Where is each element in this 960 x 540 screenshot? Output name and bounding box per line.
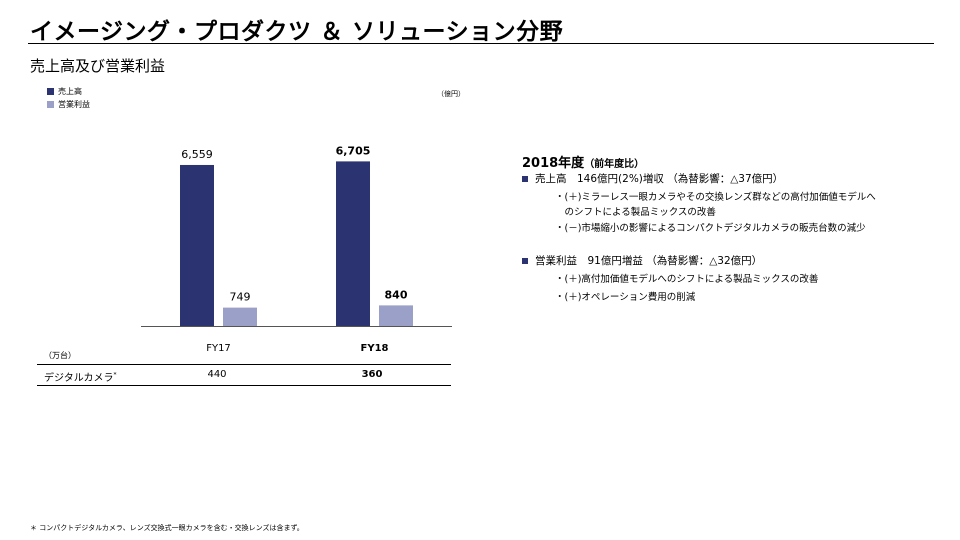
data-label-operating-profit-fy18: 840 bbox=[385, 288, 408, 301]
bar-sales-fy17 bbox=[180, 164, 214, 326]
chart-subtitle: 売上高及び営業利益 bbox=[30, 57, 166, 75]
legend-item-operating-profit: 営業利益 bbox=[47, 99, 90, 110]
legend-swatch-operating-profit bbox=[47, 101, 54, 108]
chart-unit-label: （億円） bbox=[437, 90, 465, 98]
page-title: イメージング・プロダクツ ＆ ソリューション分野 bbox=[30, 19, 564, 45]
table-unit-label: （万台） bbox=[44, 351, 76, 360]
summary-bullet-sales: 売上高 146億円(2%)増収 （為替影響：△37億円） bbox=[522, 171, 783, 186]
table-bottom-rule bbox=[37, 385, 451, 386]
data-label-sales-fy17: 6,559 bbox=[181, 148, 213, 161]
bullet-square-icon bbox=[522, 175, 528, 182]
bar-sales-fy18 bbox=[336, 161, 370, 326]
table-row-label: デジタルカメラ* bbox=[44, 369, 117, 384]
title-divider bbox=[28, 43, 934, 44]
table-row-label-text: デジタルカメラ bbox=[44, 373, 114, 384]
summary-profit-line-1: ・(＋)高付加価値モデルへのシフトによる製品ミックスの改善 bbox=[555, 274, 819, 285]
category-label-fy18: FY18 bbox=[361, 343, 389, 354]
data-label-operating-profit-fy17: 749 bbox=[230, 291, 251, 304]
summary-sales-line-1: ・(＋)ミラーレス一眼カメラやその交換レンズ群などの高付加価値モデルへ bbox=[555, 192, 876, 203]
legend-label-operating-profit: 営業利益 bbox=[58, 100, 90, 109]
summary-sales-line-3: ・(－)市場縮小の影響によるコンパクトデジタルカメラの販売台数の減少 bbox=[555, 223, 866, 234]
table-value-fy18: 360 bbox=[361, 369, 383, 380]
bullet-square-icon bbox=[522, 257, 528, 264]
bar-operating-profit-fy18 bbox=[379, 305, 413, 326]
summary-heading-year: 2018年度 bbox=[522, 156, 585, 171]
data-label-sales-fy18: 6,705 bbox=[336, 144, 371, 157]
summary-bullet-sales-text: 売上高 146億円(2%)増収 （為替影響：△37億円） bbox=[535, 173, 784, 185]
summary-heading: 2018年度（前年度比） bbox=[522, 152, 644, 171]
summary-profit-line-2: ・(＋)オペレーション費用の削減 bbox=[555, 292, 696, 303]
summary-heading-paren: （前年度比） bbox=[584, 159, 645, 170]
legend-swatch-sales bbox=[47, 88, 54, 95]
summary-bullet-operating-profit: 営業利益 91億円増益 （為替影響：△32億円） bbox=[522, 253, 762, 268]
category-label-fy17: FY17 bbox=[206, 343, 231, 354]
summary-sales-line-2: のシフトによる製品ミックスの改善 bbox=[555, 207, 716, 218]
footnote: ＊ コンパクトデジタルカメラ、レンズ交換式一眼カメラを含む・交換レンズは含まず。 bbox=[30, 524, 304, 532]
legend-label-sales: 売上高 bbox=[58, 87, 82, 96]
legend-item-sales: 売上高 bbox=[47, 86, 82, 97]
table-top-rule bbox=[37, 364, 451, 365]
table-row-label-mark: * bbox=[113, 371, 117, 379]
table-value-fy17: 440 bbox=[207, 369, 227, 380]
summary-bullet-operating-profit-text: 営業利益 91億円増益 （為替影響：△32億円） bbox=[535, 255, 763, 267]
bar-operating-profit-fy17 bbox=[223, 307, 257, 326]
